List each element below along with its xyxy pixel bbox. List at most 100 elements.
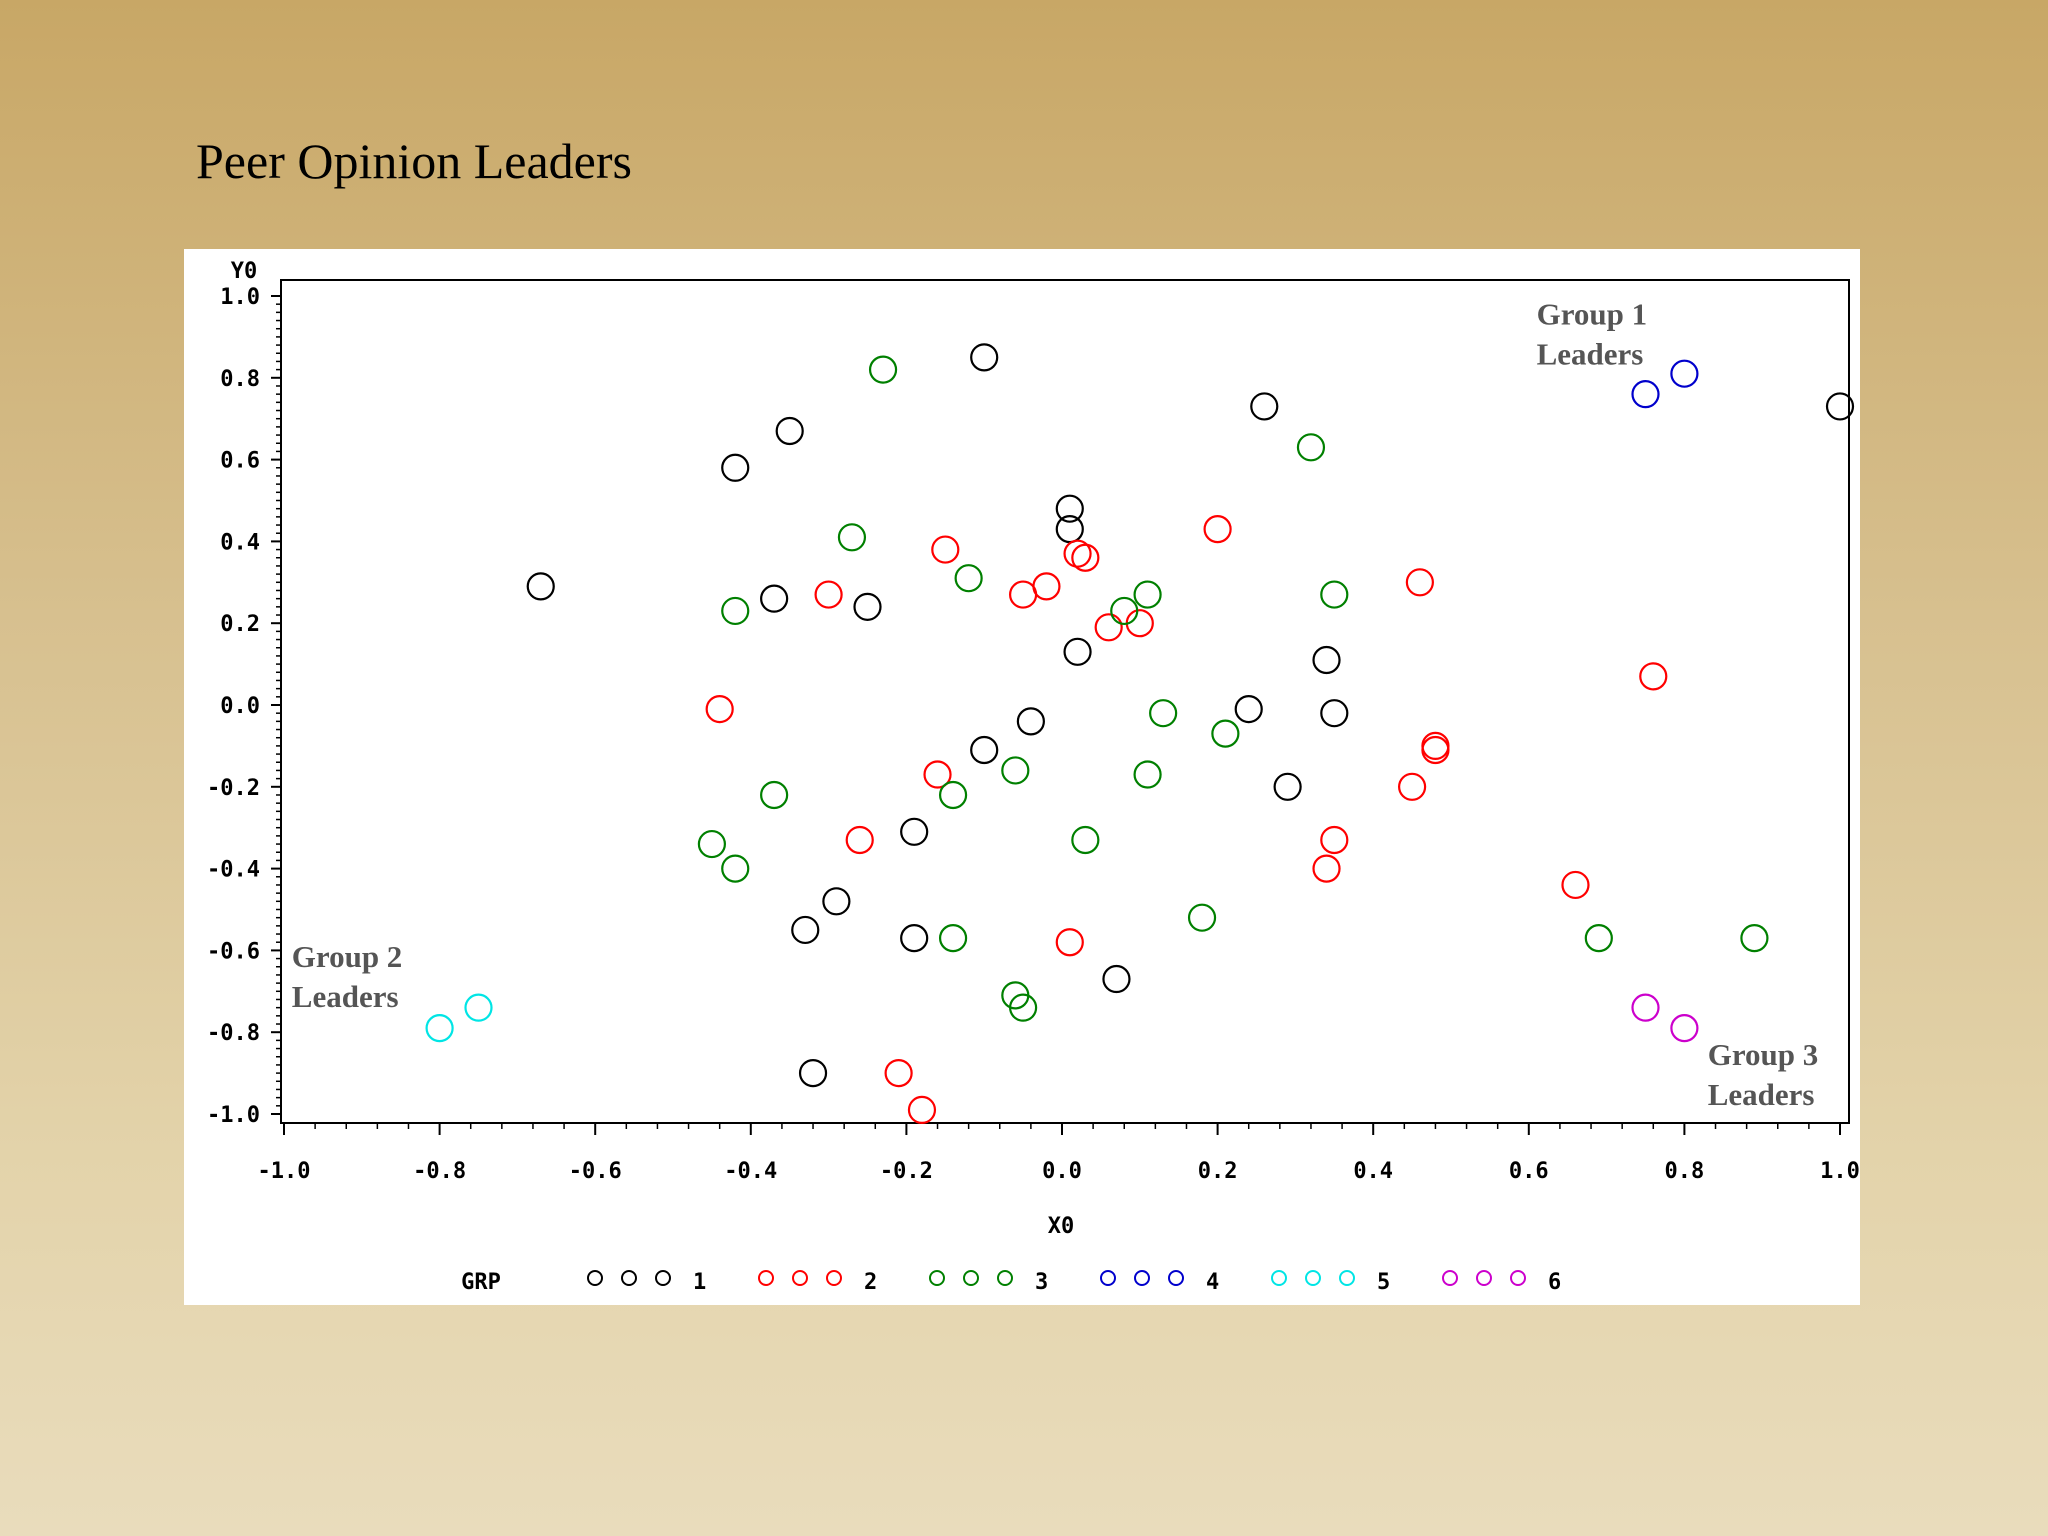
data-point <box>1055 515 1084 544</box>
legend-marker <box>758 1270 774 1286</box>
y-tick-label: 0.6 <box>220 449 260 474</box>
y-tick-label: 0.0 <box>220 694 260 719</box>
data-point <box>853 592 882 621</box>
data-point <box>1032 572 1061 601</box>
x-tick-label: -0.8 <box>413 1159 466 1184</box>
legend-label: 6 <box>1548 1270 1561 1295</box>
data-point <box>1312 645 1341 675</box>
data-point <box>868 355 898 384</box>
data-point <box>697 829 727 859</box>
leader-annotations: Group 1 Leaders Group 2 Leaders Group 3 Leade… <box>292 297 1819 1112</box>
data-point <box>1312 854 1341 883</box>
legend-marker <box>1100 1270 1116 1286</box>
data-point <box>791 915 820 945</box>
legend-label: 2 <box>864 1270 877 1295</box>
legend-marker <box>1134 1270 1150 1286</box>
data-point <box>1187 903 1217 932</box>
legend-marker <box>621 1270 637 1286</box>
series-group-3 <box>697 355 1769 1022</box>
data-point <box>1071 825 1100 855</box>
data-point <box>721 453 750 482</box>
slide-title: Peer Opinion Leaders <box>196 133 632 189</box>
legend-marker <box>1510 1270 1526 1286</box>
data-point <box>1740 924 1769 953</box>
annotation-line1: Group 1 <box>1537 297 1648 332</box>
y-axis: -1.0 -0.8 -0.6 -0.4 -0.2 0.0 0.2 0.4 0.6 0.8 1.0 <box>207 285 281 1128</box>
y-tick-label: 0.2 <box>220 612 260 637</box>
data-point <box>1320 825 1349 855</box>
data-point <box>923 760 952 789</box>
legend-marker <box>1476 1270 1492 1286</box>
data-point <box>970 735 999 765</box>
y-tick-label: -0.2 <box>207 776 260 801</box>
legend-entry-4: 4 <box>1100 1270 1219 1295</box>
annotation-line2: Leaders <box>1537 337 1644 372</box>
y-tick-label: 1.0 <box>220 285 260 310</box>
data-point <box>1561 870 1590 900</box>
plot-frame <box>280 279 1850 1124</box>
legend-marker <box>929 1270 945 1286</box>
data-point <box>1670 1014 1699 1043</box>
data-point <box>845 825 874 855</box>
data-point <box>526 572 555 601</box>
legend: GRP 1 2 3 4 5 6 <box>461 1270 1561 1295</box>
data-point <box>970 343 999 372</box>
legend-title: GRP <box>461 1270 501 1295</box>
data-point <box>884 1058 913 1088</box>
data-point <box>938 924 968 953</box>
series-group-1 <box>526 343 1855 1088</box>
data-point <box>1421 735 1450 765</box>
legend-label: 3 <box>1035 1270 1048 1295</box>
annotation-line2: Leaders <box>1708 1077 1815 1112</box>
data-point <box>1211 719 1240 748</box>
y-tick-label: 0.8 <box>220 367 260 392</box>
legend-label: 1 <box>693 1270 706 1295</box>
legend-marker <box>1271 1270 1287 1286</box>
data-point <box>1063 637 1092 666</box>
data-point <box>1320 580 1349 609</box>
data-points <box>425 343 1855 1125</box>
x-tick-label: -0.2 <box>880 1159 933 1184</box>
x-tick-label: -1.0 <box>258 1159 311 1184</box>
data-point <box>1296 433 1326 462</box>
data-point <box>900 924 929 953</box>
data-point <box>931 535 960 564</box>
x-tick-label: 0.2 <box>1198 1159 1238 1184</box>
data-point <box>1825 392 1855 421</box>
data-point <box>1110 596 1139 626</box>
legend-marker <box>997 1270 1013 1286</box>
data-point <box>1016 707 1045 736</box>
data-point <box>837 523 867 552</box>
data-point <box>798 1058 828 1088</box>
x-axis: -1.0 -0.8 -0.6 -0.4 -0.2 0.0 0.2 0.4 0.6 0.8 1.0 <box>258 1123 1860 1184</box>
legend-marker <box>655 1270 671 1286</box>
data-point <box>1405 568 1434 597</box>
series-group-4 <box>1631 359 1699 409</box>
data-point <box>1273 772 1302 801</box>
data-point <box>721 854 750 883</box>
data-point <box>822 887 851 916</box>
legend-entry-2: 2 <box>758 1270 877 1295</box>
data-point <box>1234 694 1263 724</box>
data-point <box>760 780 789 810</box>
legend-marker <box>1305 1270 1321 1286</box>
data-point <box>938 780 968 810</box>
data-point <box>1102 964 1131 994</box>
legend-marker <box>963 1270 979 1286</box>
x-tick-label: 1.0 <box>1820 1159 1860 1184</box>
data-point <box>1008 993 1038 1022</box>
data-point <box>954 564 983 593</box>
data-point <box>775 416 804 446</box>
legend-marker <box>826 1270 842 1286</box>
x-tick-label: 0.4 <box>1353 1159 1393 1184</box>
series-group-2 <box>705 515 1668 1125</box>
data-point <box>1250 392 1279 421</box>
data-point <box>1670 359 1699 388</box>
x-axis-title: X0 <box>1048 1214 1075 1239</box>
annotation-line1: Group 2 <box>292 939 403 974</box>
data-point <box>1094 613 1123 642</box>
legend-entry-6: 6 <box>1442 1270 1561 1295</box>
data-point <box>1133 580 1162 609</box>
data-point <box>425 1014 454 1043</box>
annotation-line1: Group 3 <box>1708 1037 1819 1072</box>
